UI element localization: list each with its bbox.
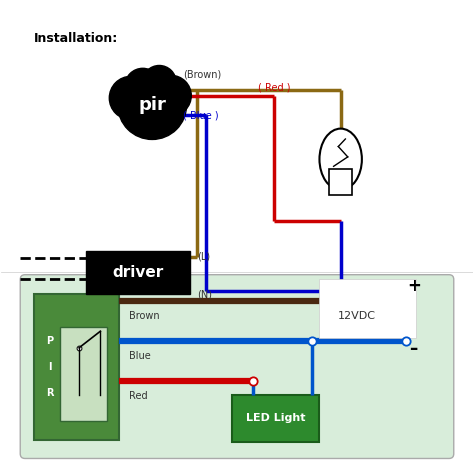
Text: LED Light: LED Light (246, 413, 306, 423)
Bar (60, 327, 108, 421)
Text: 12VDC: 12VDC (338, 311, 376, 321)
Text: pir: pir (138, 96, 166, 114)
Circle shape (109, 76, 153, 119)
Text: I: I (48, 362, 52, 372)
Text: +: + (407, 277, 420, 295)
FancyBboxPatch shape (20, 275, 454, 458)
Bar (232, 395, 319, 442)
Text: Installation:: Installation: (35, 32, 118, 45)
Text: ( Blue ): ( Blue ) (183, 110, 219, 120)
Circle shape (151, 75, 191, 116)
Text: driver: driver (112, 265, 164, 280)
Circle shape (118, 71, 187, 139)
Text: (L): (L) (197, 252, 210, 262)
Bar (86, 251, 190, 293)
Circle shape (142, 65, 176, 100)
Text: (N): (N) (197, 290, 212, 300)
Text: ( Red ): ( Red ) (258, 82, 291, 92)
Text: R: R (46, 388, 54, 398)
Text: (Brown): (Brown) (183, 69, 221, 80)
Text: Red: Red (128, 391, 147, 401)
Bar (319, 279, 416, 338)
Circle shape (125, 68, 161, 104)
Text: Brown: Brown (128, 311, 159, 321)
Bar (35, 293, 119, 439)
Text: –: – (410, 340, 418, 358)
Bar (329, 169, 353, 195)
Ellipse shape (319, 128, 362, 190)
Text: Blue: Blue (128, 351, 150, 361)
Text: P: P (46, 336, 54, 346)
